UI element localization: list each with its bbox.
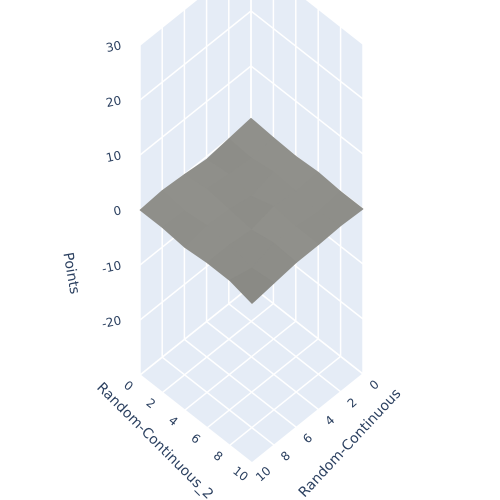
z-tick-label: 30 (105, 38, 123, 55)
y-tick-label: 2 (144, 396, 159, 412)
y-tick-label: 8 (211, 448, 226, 464)
x-tick-label: 8 (278, 448, 293, 464)
y-tick-label: 10 (230, 464, 251, 484)
z-tick-label: 20 (105, 93, 123, 110)
x-tick-label: 10 (253, 464, 274, 485)
z-tick-label: -10 (101, 258, 123, 276)
y-tick-label: 6 (188, 431, 203, 447)
x-tick-label: 0 (367, 377, 382, 393)
z-axis-title: Points (59, 251, 82, 295)
x-tick-label: 2 (345, 395, 360, 411)
y-tick-label: 0 (121, 378, 136, 394)
z-tick-label: 10 (105, 148, 123, 165)
x-tick-label: 4 (322, 413, 337, 429)
y-tick-label: 4 (166, 413, 181, 429)
z-tick-label: 0 (112, 203, 122, 218)
z-tick-label: -20 (101, 313, 123, 331)
x-tick-label: 6 (300, 431, 315, 447)
